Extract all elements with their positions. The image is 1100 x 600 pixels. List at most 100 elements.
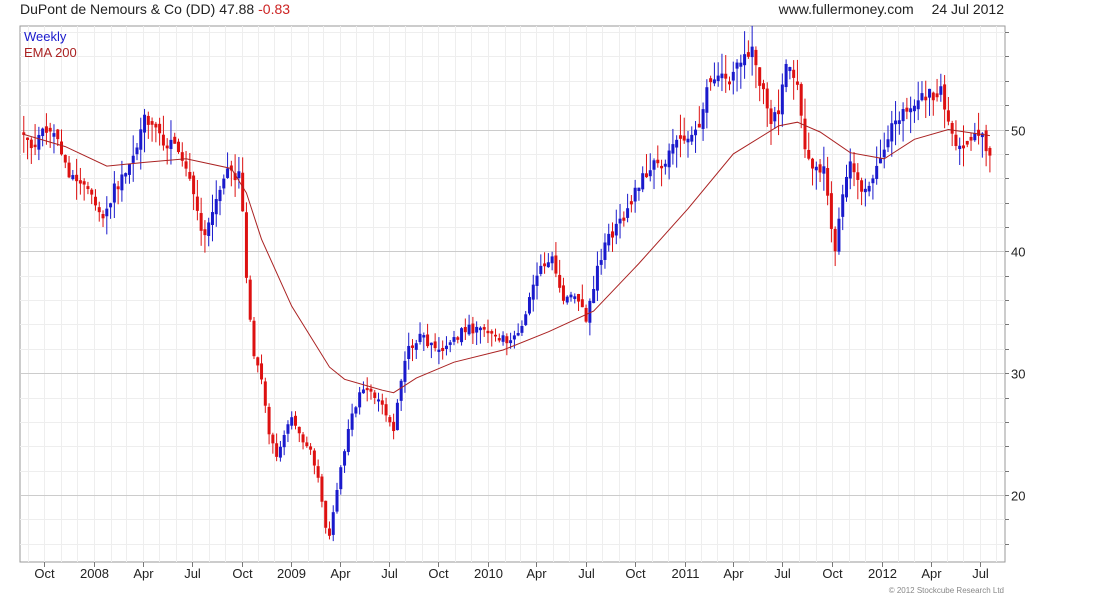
x-tick-label: 2012: [868, 566, 897, 581]
candle-up: [377, 399, 381, 402]
candle-up: [599, 260, 603, 265]
candle-up: [361, 389, 365, 394]
candle-down: [297, 426, 301, 434]
candle-up: [52, 133, 56, 137]
candle-down: [256, 357, 260, 366]
candle-up: [569, 294, 573, 298]
candle-up: [531, 284, 535, 300]
candle-down: [173, 136, 177, 144]
candle-down: [86, 186, 90, 190]
site-link[interactable]: www.fullermoney.com: [778, 1, 914, 17]
candle-up: [354, 407, 358, 414]
candle-down: [811, 158, 815, 169]
candle-up: [346, 429, 350, 452]
candle-down: [988, 148, 992, 156]
candle-up: [705, 87, 709, 113]
candle-down: [369, 388, 373, 392]
candle-up: [403, 360, 407, 382]
candle-down: [678, 135, 682, 139]
candle-down: [380, 400, 384, 405]
candle-up: [414, 343, 418, 350]
candle-down: [629, 201, 633, 205]
candle-down: [146, 115, 150, 125]
candle-up: [222, 178, 226, 189]
candle-down: [943, 84, 947, 110]
candle-up: [735, 62, 739, 69]
candle-down: [852, 163, 856, 173]
candle-down: [177, 141, 181, 153]
candle-down: [777, 110, 781, 115]
candle-up: [331, 512, 335, 535]
candle-down: [807, 149, 811, 159]
candle-up: [603, 242, 607, 260]
candle-up: [875, 165, 879, 179]
candle-up: [546, 262, 550, 268]
candle-up: [475, 326, 479, 333]
candle-down: [267, 406, 271, 435]
candle-down: [818, 164, 822, 173]
candle-up: [980, 133, 984, 138]
candle-up: [897, 120, 901, 124]
candle-down: [388, 417, 392, 423]
candle-down: [543, 263, 547, 267]
candle-down: [799, 84, 803, 116]
candle-up: [909, 108, 913, 113]
candle-up: [837, 218, 841, 252]
candle-down: [63, 154, 67, 163]
candle-up: [694, 129, 698, 136]
candle-down: [184, 161, 188, 169]
candle-down: [203, 229, 207, 236]
candle-down: [275, 443, 279, 457]
candle-down: [373, 392, 377, 398]
candle-up: [822, 166, 826, 174]
candle-down: [965, 140, 969, 145]
candle-down: [199, 213, 203, 231]
candle-up: [667, 150, 671, 168]
y-tick-label: 40: [1011, 245, 1025, 260]
candle-down: [271, 434, 275, 444]
candle-up: [607, 233, 611, 246]
candle-up: [912, 105, 916, 112]
candle-down: [252, 320, 256, 357]
candle-up: [335, 489, 339, 512]
candle-down: [188, 171, 192, 179]
candle-up: [509, 340, 513, 344]
candle-down: [60, 141, 64, 155]
candle-down: [765, 88, 769, 109]
candle-up: [901, 109, 905, 122]
candle-down: [728, 81, 732, 85]
candle-up: [633, 187, 637, 202]
candle-down: [90, 189, 94, 195]
candle-down: [697, 123, 701, 128]
candle-up: [686, 138, 690, 143]
candle-down: [244, 212, 248, 278]
candle-down: [746, 52, 750, 57]
candle-up: [550, 256, 554, 264]
candle-up: [109, 203, 113, 208]
candle-down: [426, 334, 430, 347]
candle-up: [207, 222, 211, 236]
x-tick-label: Apr: [526, 566, 547, 581]
candle-up: [535, 275, 539, 286]
candle-up: [595, 265, 599, 291]
candle-down: [961, 145, 965, 149]
candle-down: [48, 127, 52, 132]
candle-down: [561, 285, 565, 301]
candle-down: [301, 434, 305, 443]
candle-up: [290, 417, 294, 426]
candle-down: [924, 96, 928, 101]
candle-down: [93, 196, 97, 206]
candle-up: [916, 100, 920, 110]
x-tick-label: Oct: [232, 566, 253, 581]
candle-up: [143, 114, 147, 133]
candle-down: [22, 132, 26, 135]
legend-ema: EMA 200: [24, 45, 77, 60]
candle-down: [935, 93, 939, 98]
candle-down: [769, 108, 773, 125]
candle-down: [803, 118, 807, 150]
x-tick-label: Apr: [723, 566, 744, 581]
candle-down: [410, 345, 414, 348]
candle-down: [161, 134, 165, 146]
candle-up: [750, 46, 754, 58]
